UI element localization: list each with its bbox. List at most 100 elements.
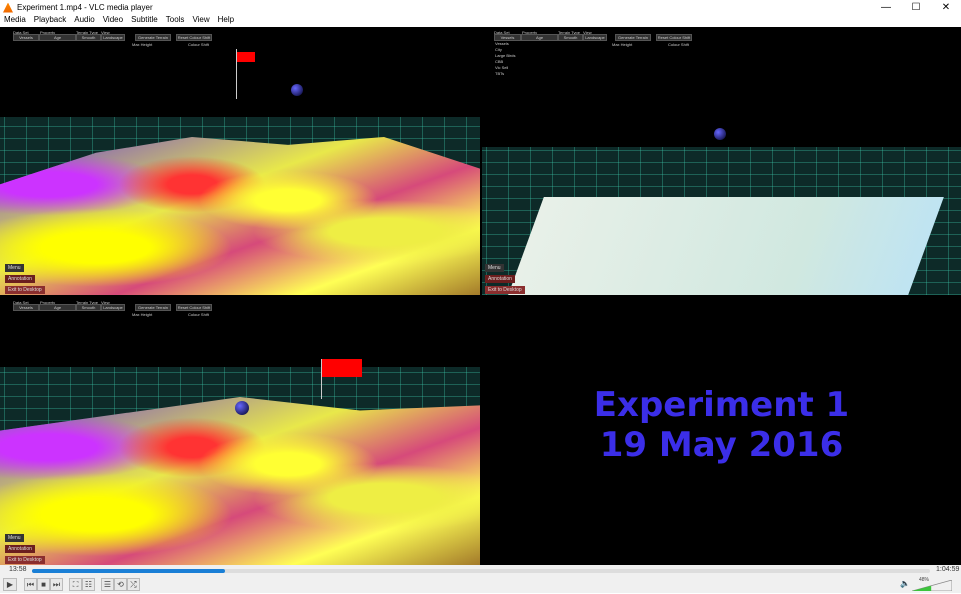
seek-row: 13:58 1:04:59 [0,565,961,577]
terrain-type-label: Terrain Type [558,30,580,35]
colour-shift-label: Colour Shift [188,312,209,317]
menu-tools[interactable]: Tools [165,15,185,24]
stop-button[interactable]: ■ [37,578,50,591]
volume-triangle [911,579,953,592]
fullscreen-button[interactable]: ⛶ [69,578,82,591]
experiment-caption: Experiment 1 19 May 2016 [482,385,961,465]
terrain-type-dropdown[interactable]: Smooth [76,34,101,41]
max-height-label: Max Height [132,42,153,47]
menu-overlay-button[interactable]: Menu [5,534,24,542]
playlist-button[interactable]: ☰ [101,578,114,591]
menu-help[interactable]: Help [217,15,235,24]
dataset-option[interactable]: Large Birds [495,53,516,58]
terrain-type-dropdown[interactable]: Smooth [558,34,583,41]
data-set-label: Data Set [13,30,29,35]
max-height-label: Max Height [132,312,153,317]
dataset-option[interactable]: CBB [495,59,504,64]
property-dropdown[interactable]: Age [39,34,76,41]
terrain-type-label: Terrain Type [76,30,98,35]
menu-overlay-button[interactable]: Menu [485,264,504,272]
marker-ball [714,128,726,140]
dataset-option[interactable]: TBTs [495,71,505,76]
view-label: View [583,30,592,35]
play-button[interactable]: ▶ [3,578,17,591]
marker-ball [235,401,249,415]
flag-pole [321,359,322,399]
menu-overlay-button[interactable]: Menu [5,264,24,272]
maximize-button[interactable]: ☐ [911,2,921,13]
view-label: View [101,300,110,305]
property-label: Property [40,300,56,305]
data-set-label: Data Set [13,300,29,305]
dataset-option[interactable]: City [495,47,502,52]
previous-button[interactable]: ⏮ [24,578,37,591]
speaker-icon[interactable]: 🔈 [900,579,910,588]
title-bar: Experiment 1.mp4 - VLC media player — ☐ … [0,0,961,15]
terrain-surface [0,397,480,565]
colour-shift-label: Colour Shift [668,42,689,47]
dataset-option[interactable]: Vessels [495,41,509,46]
marker-ball [291,84,303,96]
vlc-logo-icon [3,2,13,13]
colour-shift-label: Colour Shift [188,42,209,47]
data-set-label: Data Set [494,30,510,35]
view-dropdown[interactable]: Landscape [101,304,125,311]
view-dropdown[interactable]: Landscape [583,34,607,41]
seek-bar[interactable] [32,569,930,573]
exit-overlay-button[interactable]: Exit to Desktop [5,556,45,564]
property-dropdown[interactable]: Age [521,34,558,41]
caption-line-1: Experiment 1 [593,385,850,425]
minimize-button[interactable]: — [881,2,891,13]
video-quadrant-bottom-left: Data Set Property Terrain Type View Vess… [0,297,480,565]
property-label: Property [40,30,56,35]
max-height-label: Max Height [612,42,633,47]
generate-terrain-button[interactable]: Generate Terrain [135,304,171,311]
flag-pole [236,49,237,99]
generate-terrain-button[interactable]: Generate Terrain [135,34,171,41]
exit-overlay-button[interactable]: Exit to Desktop [5,286,45,294]
generate-terrain-button[interactable]: Generate Terrain [615,34,651,41]
video-quadrant-top-right: Data Set Property Terrain Type View Vess… [482,27,961,295]
property-dropdown[interactable]: Age [39,304,76,311]
close-button[interactable]: ✕ [941,2,951,13]
property-label: Property [522,30,538,35]
view-dropdown[interactable]: Landscape [101,34,125,41]
total-time: 1:04:59 [936,566,960,573]
video-quadrant-top-left: Data Set Property Terrain Type View Vess… [0,27,480,295]
flag [322,359,362,377]
data-set-dropdown[interactable]: Vessels [13,34,39,41]
menu-playback[interactable]: Playback [33,15,67,24]
loop-button[interactable]: ⟲ [114,578,127,591]
elapsed-time: 13:58 [9,566,27,573]
video-quadrant-bottom-right: Experiment 1 19 May 2016 [482,297,961,565]
menu-audio[interactable]: Audio [74,15,95,24]
annotation-overlay-button[interactable]: Annotation [5,545,35,553]
menu-subtitle[interactable]: Subtitle [131,15,158,24]
dataset-option[interactable]: Vic Sell [495,65,509,70]
control-bar: ▶ ⏮ ■ ⏭ ⛶ ☷ ☰ ⟲ ⤮ 🔈 48% [0,577,961,593]
reset-colour-shift-button[interactable]: Reset Colour Shift [656,34,692,41]
extended-settings-button[interactable]: ☷ [82,578,95,591]
terrain-type-label: Terrain Type [76,300,98,305]
reset-colour-shift-button[interactable]: Reset Colour Shift [176,34,212,41]
menu-video[interactable]: Video [102,15,124,24]
reset-colour-shift-button[interactable]: Reset Colour Shift [176,304,212,311]
video-area[interactable]: Data Set Property Terrain Type View Vess… [0,27,961,565]
menu-bar: Media Playback Audio Video Subtitle Tool… [0,15,238,27]
menu-media[interactable]: Media [4,15,26,24]
volume-label: 48% [919,577,930,583]
exit-overlay-button[interactable]: Exit to Desktop [485,286,525,294]
terrain-type-dropdown[interactable]: Smooth [76,304,101,311]
annotation-overlay-button[interactable]: Annotation [5,275,35,283]
data-set-dropdown[interactable]: Vessels [13,304,39,311]
window-title: Experiment 1.mp4 - VLC media player [17,3,153,12]
caption-line-2: 19 May 2016 [599,425,844,465]
volume-slider[interactable]: 48% [911,577,953,592]
shuffle-button[interactable]: ⤮ [127,578,140,591]
terrain-surface [0,137,480,295]
data-set-dropdown[interactable]: Vessels [494,34,521,41]
menu-view[interactable]: View [192,15,210,24]
annotation-overlay-button[interactable]: Annotation [485,275,515,283]
flag [237,52,255,62]
next-button[interactable]: ⏭ [50,578,63,591]
